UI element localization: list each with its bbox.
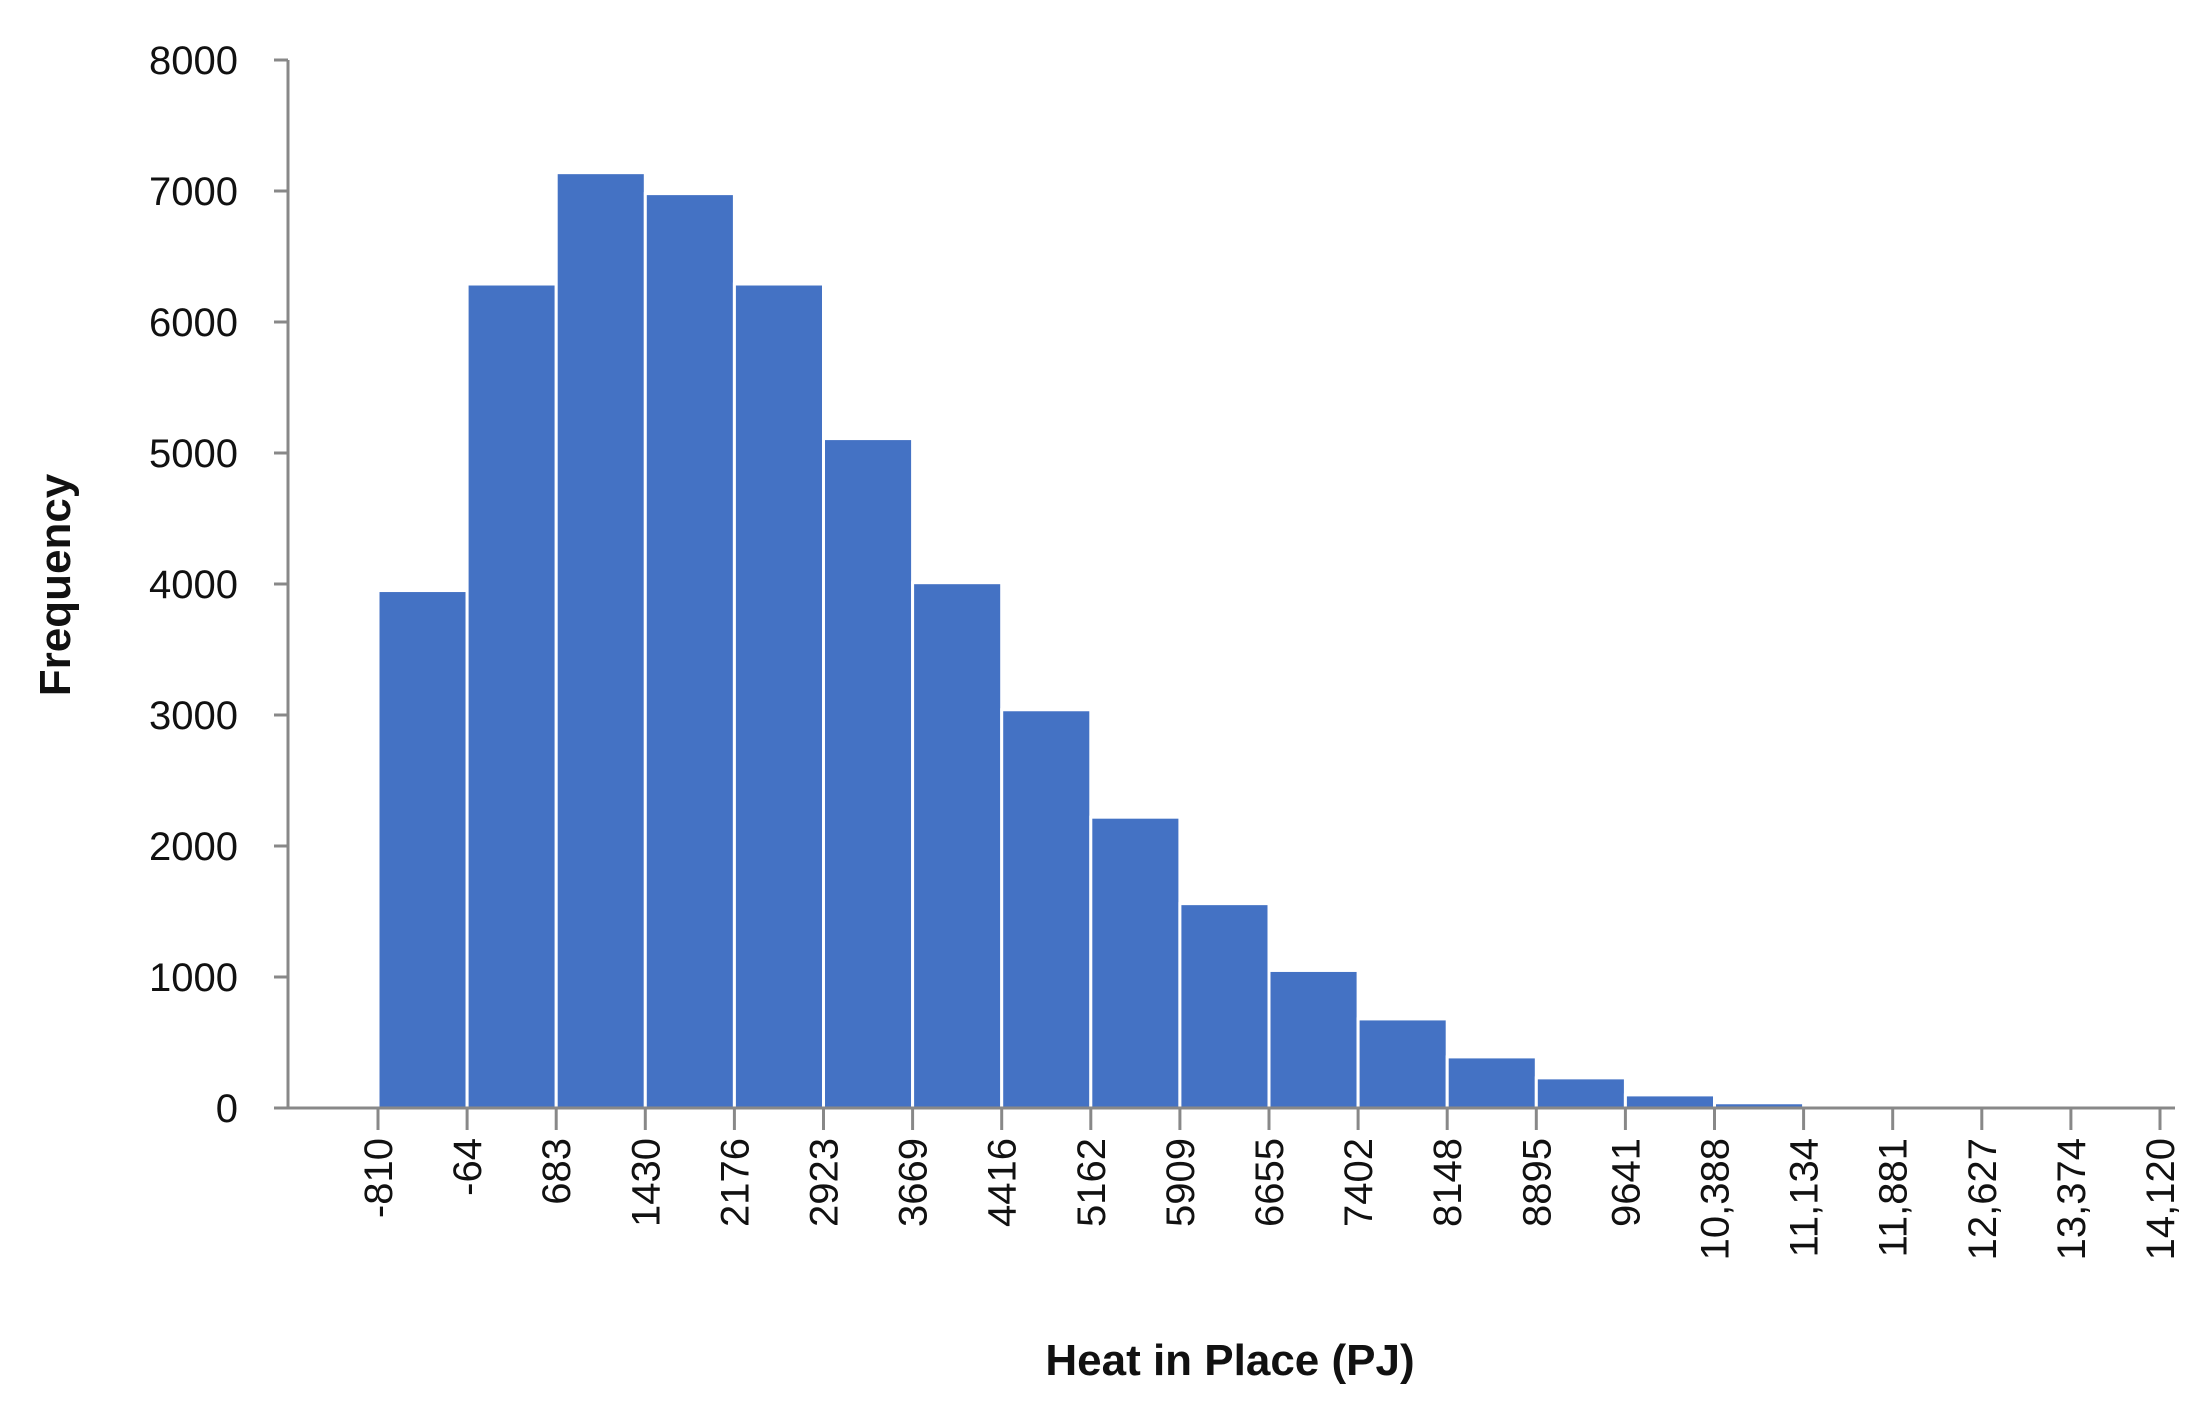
x-tick-label: 12,627 [1961,1138,2005,1260]
histogram-bar [1267,968,1360,1110]
y-tick-label: 3000 [149,694,238,738]
bars-group [376,171,1806,1110]
histogram-bar [1445,1055,1538,1110]
x-tick-label: 1430 [624,1138,668,1227]
histogram-bar [465,282,558,1110]
histogram-bar [376,589,469,1110]
x-tick-label: 2923 [803,1138,847,1227]
y-tick-label: 0 [216,1087,238,1131]
histogram-bar [1178,902,1271,1110]
x-tick-label: 7402 [1337,1138,1381,1227]
x-tick-label: 3669 [892,1138,936,1227]
x-tick-label: 10,388 [1694,1138,1738,1260]
y-tick-label: 8000 [149,39,238,83]
x-axis-title: Heat in Place (PJ) [1045,1336,1414,1385]
histogram-bar [554,171,647,1110]
y-axis: 0 1000 2000 3000 4000 5000 6000 7000 8000 [149,39,290,1131]
x-tick-label: 2176 [713,1138,757,1227]
x-tick-label: 13,374 [2050,1138,2094,1260]
y-tick-label: 4000 [149,563,238,607]
y-tick-label: 2000 [149,825,238,869]
y-tick-label: 5000 [149,432,238,476]
histogram-bar [822,437,915,1110]
x-tick-label: 4416 [981,1138,1025,1227]
y-tick-label: 7000 [149,170,238,214]
x-axis: -810 -64 683 1430 2176 2923 3669 4416 5162 5909 66… [288,1106,2183,1260]
x-tick-label: 9641 [1604,1138,1648,1227]
histogram-bar [1089,815,1182,1110]
x-tick-label: 11,881 [1872,1138,1916,1257]
histogram-bar [643,192,736,1110]
x-tick-label: 8148 [1426,1138,1470,1227]
y-axis-title: Frequency [31,473,80,696]
histogram-bar [911,581,1004,1110]
y-tick-label: 6000 [149,301,238,345]
x-tick-label: 11,134 [1783,1138,1827,1257]
x-tick-label: -64 [446,1138,490,1196]
histogram-bar [1623,1093,1717,1110]
x-tick-label: 5909 [1159,1138,1203,1227]
histogram-bar [1356,1017,1449,1110]
x-tick-label: 5162 [1070,1138,1114,1227]
x-tick-label: 6655 [1248,1138,1292,1227]
y-tick-label: 1000 [149,956,238,1000]
histogram-bar [1000,708,1093,1110]
x-tick-label: 14,120 [2139,1138,2183,1260]
histogram-bar [732,282,826,1110]
x-tick-label: -810 [357,1138,401,1218]
histogram-bar [1534,1076,1627,1110]
x-tick-label: 8895 [1515,1138,1559,1227]
x-tick-label: 683 [535,1138,579,1205]
